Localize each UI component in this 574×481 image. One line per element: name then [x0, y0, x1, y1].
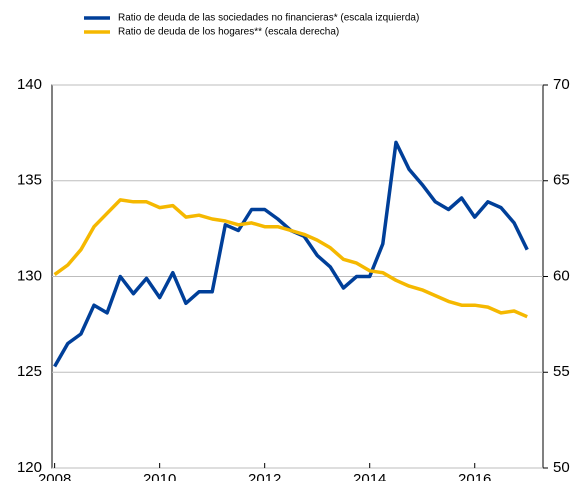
x-tick-label: 2014	[353, 471, 386, 481]
y-tick-label: 130	[17, 267, 42, 284]
y2-tick-label: 55	[553, 363, 570, 380]
x-tick-label: 2012	[248, 471, 281, 481]
y-tick-label: 135	[17, 172, 42, 189]
y-tick-label: 125	[17, 363, 42, 380]
y-tick-label: 120	[17, 459, 42, 476]
series-line	[53, 198, 528, 319]
x-tick-label: 2016	[458, 471, 491, 481]
x-tick-label: 2010	[143, 471, 176, 481]
x-tick-label: 2008	[38, 471, 71, 481]
y2-tick-label: 65	[553, 172, 570, 189]
y-tick-label: 140	[17, 76, 42, 93]
series-line	[53, 140, 529, 368]
legend-label: Ratio de deuda de los hogares** (escala …	[118, 27, 339, 38]
y2-tick-label: 50	[553, 459, 570, 476]
legend-label: Ratio de deuda de las sociedades no fina…	[118, 13, 419, 24]
y2-tick-label: 60	[553, 267, 570, 284]
y2-tick-label: 70	[553, 76, 570, 93]
